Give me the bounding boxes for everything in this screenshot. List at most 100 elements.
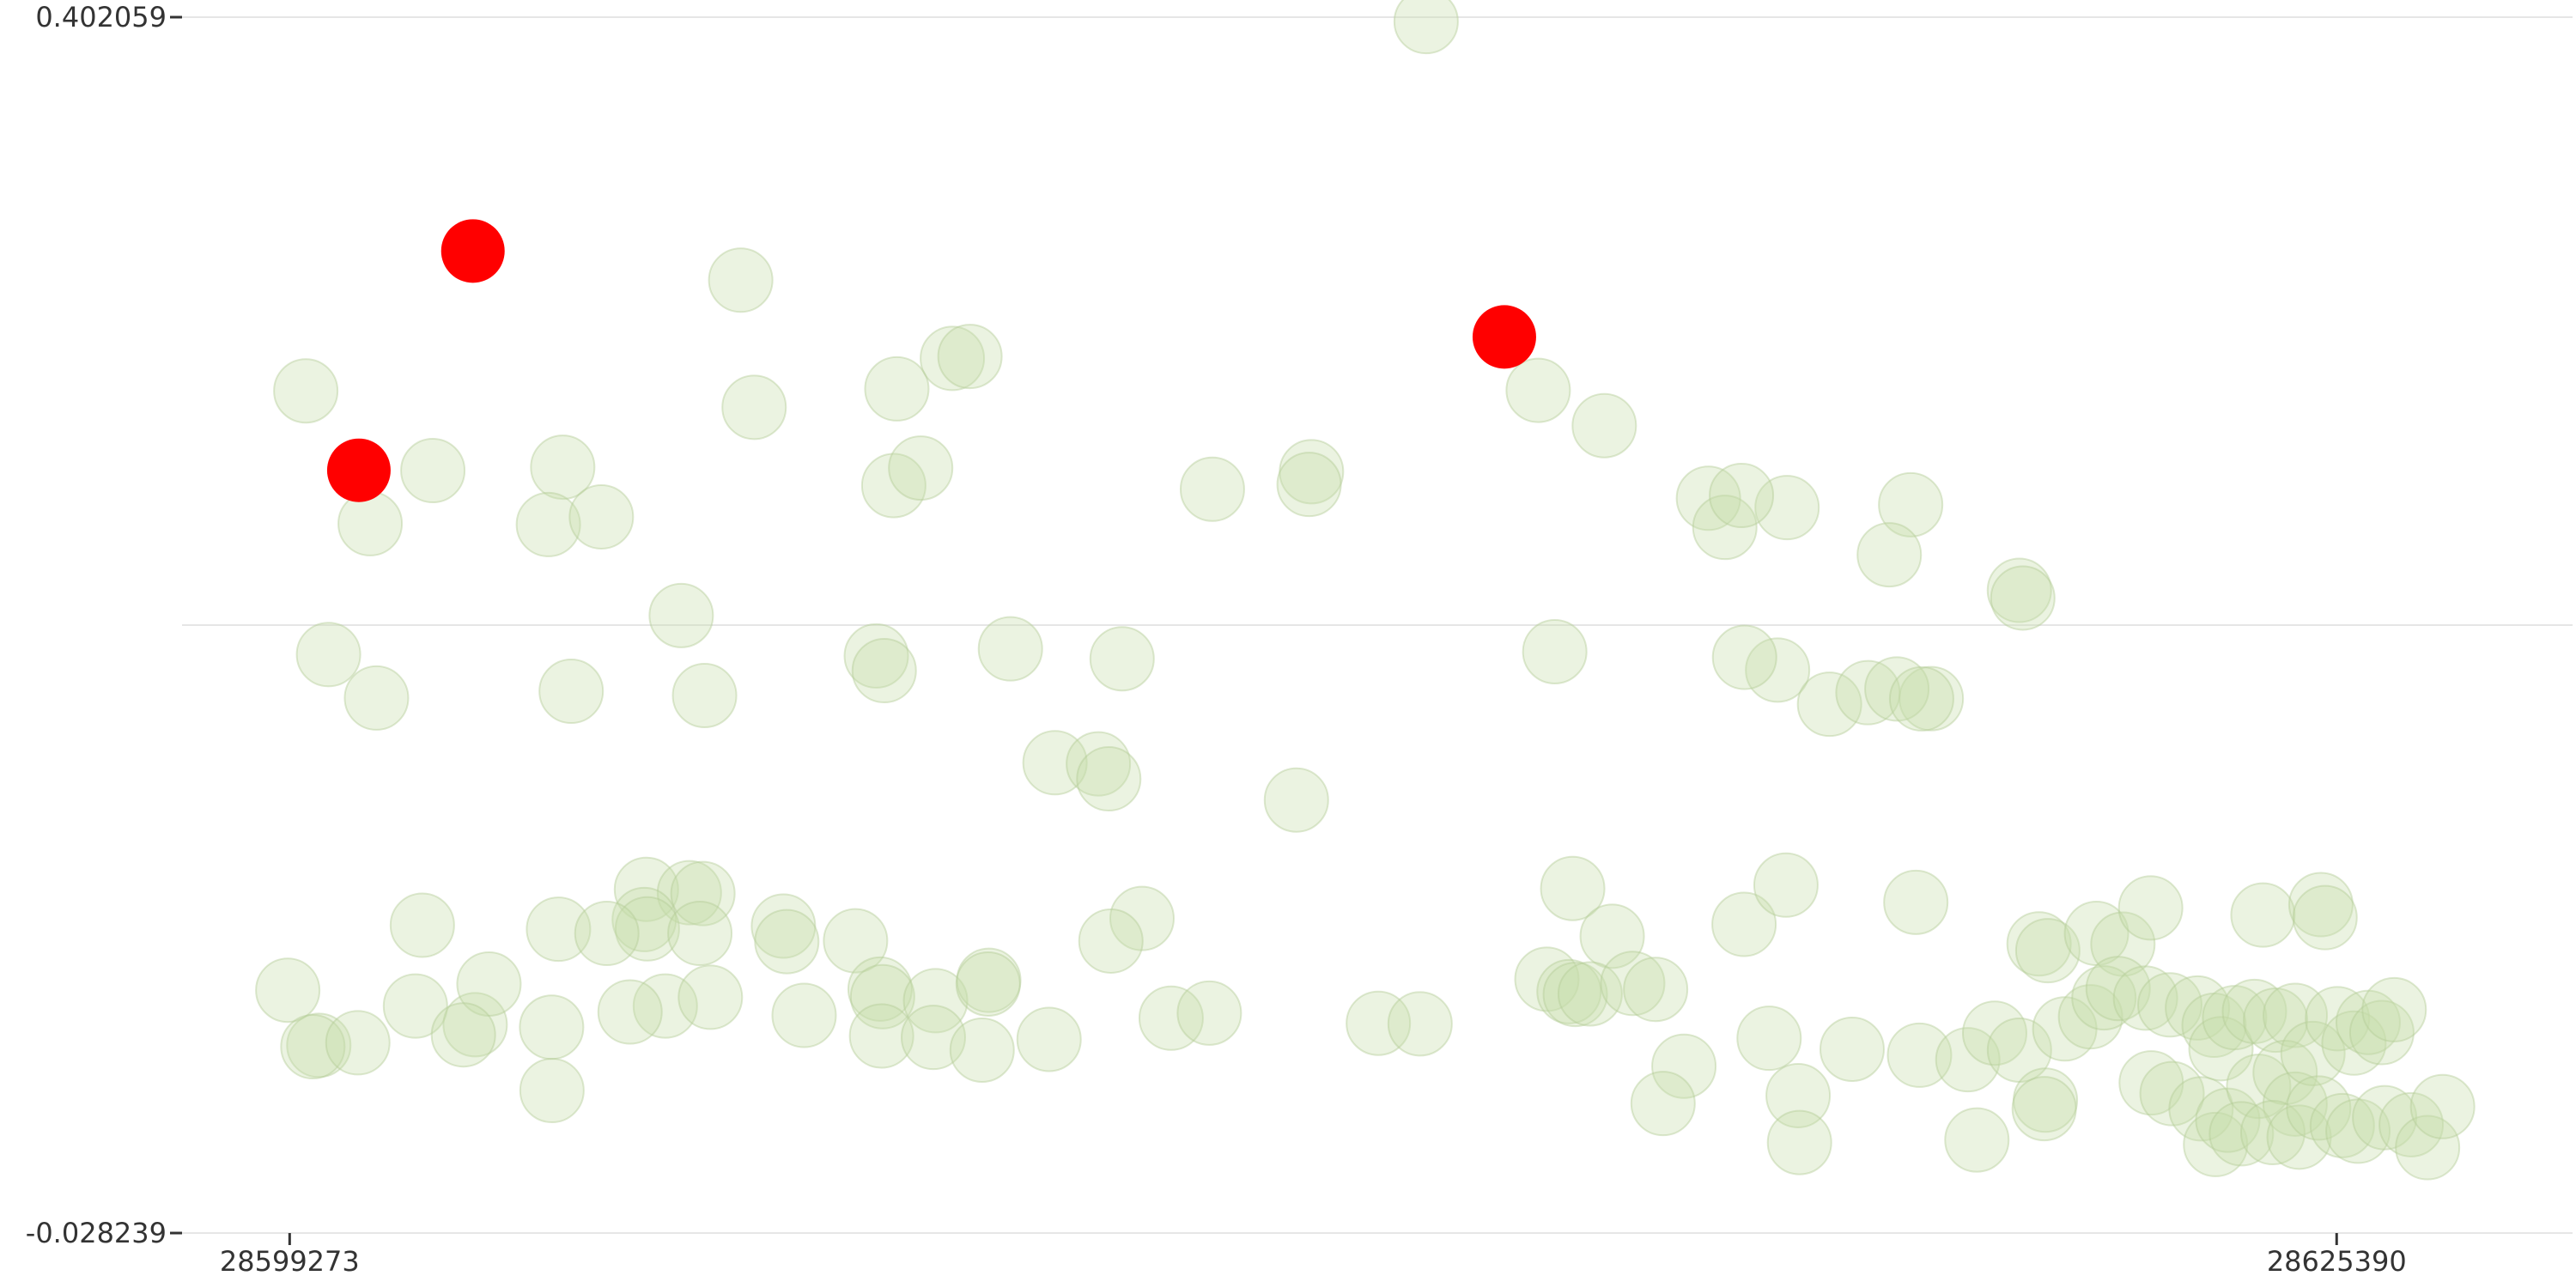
data-point-78 xyxy=(456,951,522,1017)
data-point-122 xyxy=(2057,984,2123,1050)
data-point-99 xyxy=(1176,980,1242,1046)
data-point-134 xyxy=(2118,1050,2184,1116)
data-point-93 xyxy=(325,1010,391,1076)
data-point-142 xyxy=(2280,1020,2346,1086)
data-point-59 xyxy=(823,908,889,974)
data-point-153 xyxy=(2325,1098,2391,1164)
data-point-28 xyxy=(295,622,361,688)
data-point-140 xyxy=(2252,1039,2318,1105)
data-point-67 xyxy=(2006,911,2072,977)
data-point-84 xyxy=(956,947,1022,1013)
data-point-75 xyxy=(255,957,321,1024)
data-point-72 xyxy=(2230,882,2296,948)
data-point-46 xyxy=(1076,746,1142,812)
data-point-115 xyxy=(1944,1107,2010,1173)
data-point-33 xyxy=(851,638,917,704)
y-tick-label-0: 0.402059 xyxy=(35,1,167,33)
data-point-30 xyxy=(538,659,605,725)
data-point-66 xyxy=(1883,869,1949,935)
data-point-98 xyxy=(1138,985,1204,1051)
data-point-32 xyxy=(843,623,909,689)
data-point-85 xyxy=(955,951,1021,1017)
data-point-31 xyxy=(671,662,738,728)
data-point-94 xyxy=(430,1002,496,1068)
data-point-52 xyxy=(526,896,592,963)
data-point-20 xyxy=(1754,475,1820,541)
data-point-90 xyxy=(597,979,663,1045)
data-point-147 xyxy=(2361,976,2427,1042)
data-point-131 xyxy=(2221,978,2287,1044)
data-point-64 xyxy=(1711,891,1777,957)
data-point-12 xyxy=(860,453,927,519)
data-point-87 xyxy=(900,1005,966,1071)
data-point-45 xyxy=(1066,731,1132,797)
data-point-81 xyxy=(847,956,913,1022)
data-point-77 xyxy=(442,992,508,1058)
data-point-55 xyxy=(667,901,733,967)
data-point-154 xyxy=(2352,1084,2418,1151)
data-point-65 xyxy=(1753,852,1819,918)
data-point-148 xyxy=(2208,1101,2275,1167)
data-point-29 xyxy=(343,665,410,731)
data-point-69 xyxy=(2063,901,2129,967)
x-axis: 28599273 28625390 xyxy=(220,1233,2407,1278)
data-point-150 xyxy=(2266,1104,2332,1170)
data-point-152 xyxy=(2309,1092,2375,1158)
data-point-100 xyxy=(1346,990,1412,1056)
data-point-145 xyxy=(2335,989,2401,1055)
data-point-97 xyxy=(771,982,837,1048)
data-point-80 xyxy=(677,964,744,1030)
data-point-48 xyxy=(613,856,679,922)
data-point-101 xyxy=(1387,991,1453,1057)
data-point-58 xyxy=(574,901,640,967)
data-point-2 xyxy=(337,490,404,556)
data-point-40 xyxy=(1835,659,1901,726)
data-point-109 xyxy=(1630,1071,1696,1137)
data-point-51 xyxy=(389,892,455,958)
data-point-83 xyxy=(902,968,969,1034)
data-point-21 xyxy=(1692,495,1758,561)
data-point-18 xyxy=(1571,392,1637,459)
data-point-34 xyxy=(977,616,1043,682)
data-point-156 xyxy=(2395,1115,2461,1181)
data-point-121 xyxy=(2032,996,2098,1062)
data-point-103 xyxy=(1536,958,1602,1024)
data-point-61 xyxy=(1078,908,1144,974)
y-tick-label-1: -0.028239 xyxy=(26,1217,167,1249)
data-point-4 xyxy=(530,434,596,501)
data-point-110 xyxy=(1736,1005,1802,1072)
data-point-157 xyxy=(2409,1073,2476,1139)
data-point-106 xyxy=(1600,951,1666,1017)
data-point-41 xyxy=(1899,665,1965,732)
data-point-19 xyxy=(1675,465,1741,532)
highlight-point-2 xyxy=(1472,305,1536,369)
highlight-point-1 xyxy=(326,438,391,502)
data-point-23 xyxy=(1878,471,1944,538)
data-point-43 xyxy=(1888,665,1954,732)
data-point-14 xyxy=(1179,456,1245,522)
data-point-107 xyxy=(1623,957,1689,1023)
data-point-44 xyxy=(1022,730,1088,796)
data-point-105 xyxy=(1557,961,1623,1027)
data-point-111 xyxy=(1765,1062,1832,1128)
data-point-129 xyxy=(2188,1016,2254,1082)
data-point-126 xyxy=(2137,972,2203,1038)
data-point-91 xyxy=(286,1012,352,1078)
data-point-49 xyxy=(656,860,722,926)
data-point-37 xyxy=(1745,637,1811,703)
data-point-22 xyxy=(1709,462,1775,528)
data-point-57 xyxy=(754,908,820,975)
data-point-138 xyxy=(2195,1087,2261,1153)
data-point-73 xyxy=(2287,872,2354,938)
data-point-27 xyxy=(648,582,714,648)
data-point-62 xyxy=(1540,855,1606,921)
data-point-124 xyxy=(2085,956,2151,1022)
data-point-42 xyxy=(1864,656,1930,722)
data-point-127 xyxy=(2165,975,2231,1041)
highlighted-points xyxy=(326,219,1536,502)
data-point-5 xyxy=(515,491,581,557)
data-point-74 xyxy=(2292,884,2358,951)
data-point-16 xyxy=(1276,452,1342,518)
data-point-53 xyxy=(611,886,677,952)
data-point-9 xyxy=(864,355,930,422)
